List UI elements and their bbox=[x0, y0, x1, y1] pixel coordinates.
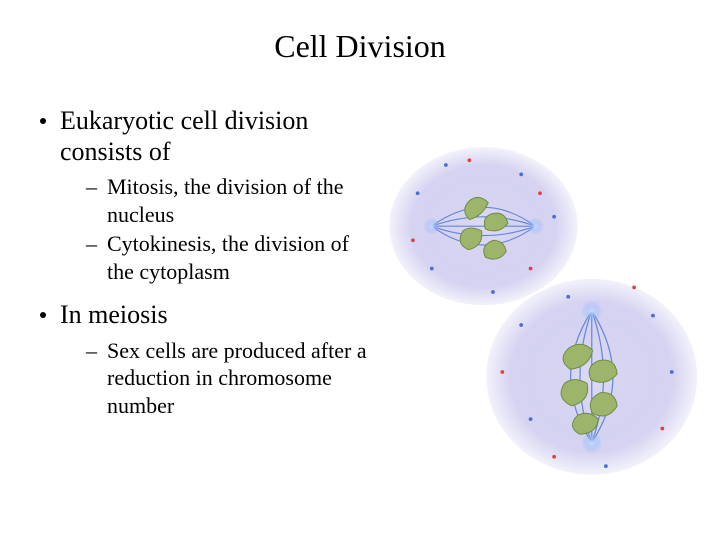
slide: Cell Division Eukaryotic cell division c… bbox=[0, 0, 720, 540]
cell-division-svg bbox=[380, 135, 700, 515]
bullet-text: Eukaryotic cell division consists of bbox=[60, 105, 380, 167]
slide-title: Cell Division bbox=[40, 28, 680, 65]
cell-lower bbox=[486, 279, 697, 475]
text-column: Eukaryotic cell division consists of – M… bbox=[40, 105, 380, 433]
sub-text: Sex cells are produced after a reduction… bbox=[107, 337, 380, 420]
bullet-item: Eukaryotic cell division consists of bbox=[40, 105, 380, 167]
disc-icon bbox=[40, 312, 46, 318]
sub-text: Cytokinesis, the division of the cytopla… bbox=[107, 230, 380, 285]
sub-item: – Cytokinesis, the division of the cytop… bbox=[86, 230, 380, 285]
dash-icon: – bbox=[86, 230, 97, 258]
cell-upper bbox=[389, 147, 577, 305]
cell-division-illustration bbox=[380, 135, 700, 515]
sub-item: – Sex cells are produced after a reducti… bbox=[86, 337, 380, 420]
content-area: Eukaryotic cell division consists of – M… bbox=[40, 105, 680, 433]
sub-list: – Sex cells are produced after a reducti… bbox=[86, 337, 380, 420]
dash-icon: – bbox=[86, 337, 97, 365]
dash-icon: – bbox=[86, 173, 97, 201]
bullet-item: In meiosis bbox=[40, 299, 380, 330]
disc-icon bbox=[40, 118, 46, 124]
sub-list: – Mitosis, the division of the nucleus –… bbox=[86, 173, 380, 285]
sub-item: – Mitosis, the division of the nucleus bbox=[86, 173, 380, 228]
bullet-text: In meiosis bbox=[60, 299, 168, 330]
sub-text: Mitosis, the division of the nucleus bbox=[107, 173, 380, 228]
